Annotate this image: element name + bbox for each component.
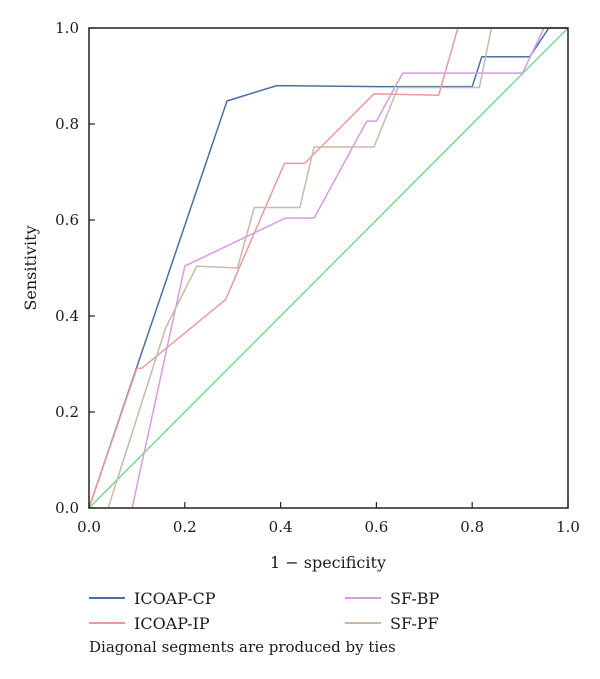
x-tick-label: 0.8 xyxy=(460,518,484,536)
series-layer xyxy=(88,27,569,509)
reference-diagonal-line xyxy=(88,27,569,509)
x-tick-label: 0.6 xyxy=(364,518,388,536)
series-line-icoap-ip xyxy=(88,27,568,509)
series-line-sf-pf xyxy=(107,27,568,509)
ticks-layer: 0.0 0.2 0.4 0.6 0.8 1.0 0.0 0.2 0.4 0.6 0.8 1.0 xyxy=(55,19,580,536)
legend-label-sf-pf: SF-PF xyxy=(390,614,439,633)
series-line-sf-bp xyxy=(131,27,568,509)
legend: ICOAP-CP ICOAP-IP SF-BP SF-PF xyxy=(89,589,440,633)
y-tick-label: 1.0 xyxy=(55,19,79,37)
x-tick-label: 1.0 xyxy=(556,518,580,536)
y-axis-label: Sensitivity xyxy=(21,225,40,310)
footnote: Diagonal segments are produced by ties xyxy=(89,638,396,656)
y-tick-label: 0.4 xyxy=(55,307,79,325)
y-tick-label: 0.6 xyxy=(55,211,79,229)
x-axis-label: 1 − specificity xyxy=(270,553,386,572)
x-tick-label: 0.2 xyxy=(173,518,197,536)
y-tick-label: 0.8 xyxy=(55,115,79,133)
legend-label-icoap-ip: ICOAP-IP xyxy=(134,614,210,633)
y-tick-label: 0.0 xyxy=(55,499,79,517)
x-tick-label: 0.4 xyxy=(269,518,293,536)
y-tick-label: 0.2 xyxy=(55,403,79,421)
x-tick-label: 0.0 xyxy=(77,518,101,536)
plot-frame xyxy=(88,27,569,509)
series-line-icoap-cp xyxy=(88,27,568,509)
legend-label-sf-bp: SF-BP xyxy=(390,589,440,608)
legend-label-icoap-cp: ICOAP-CP xyxy=(134,589,216,608)
